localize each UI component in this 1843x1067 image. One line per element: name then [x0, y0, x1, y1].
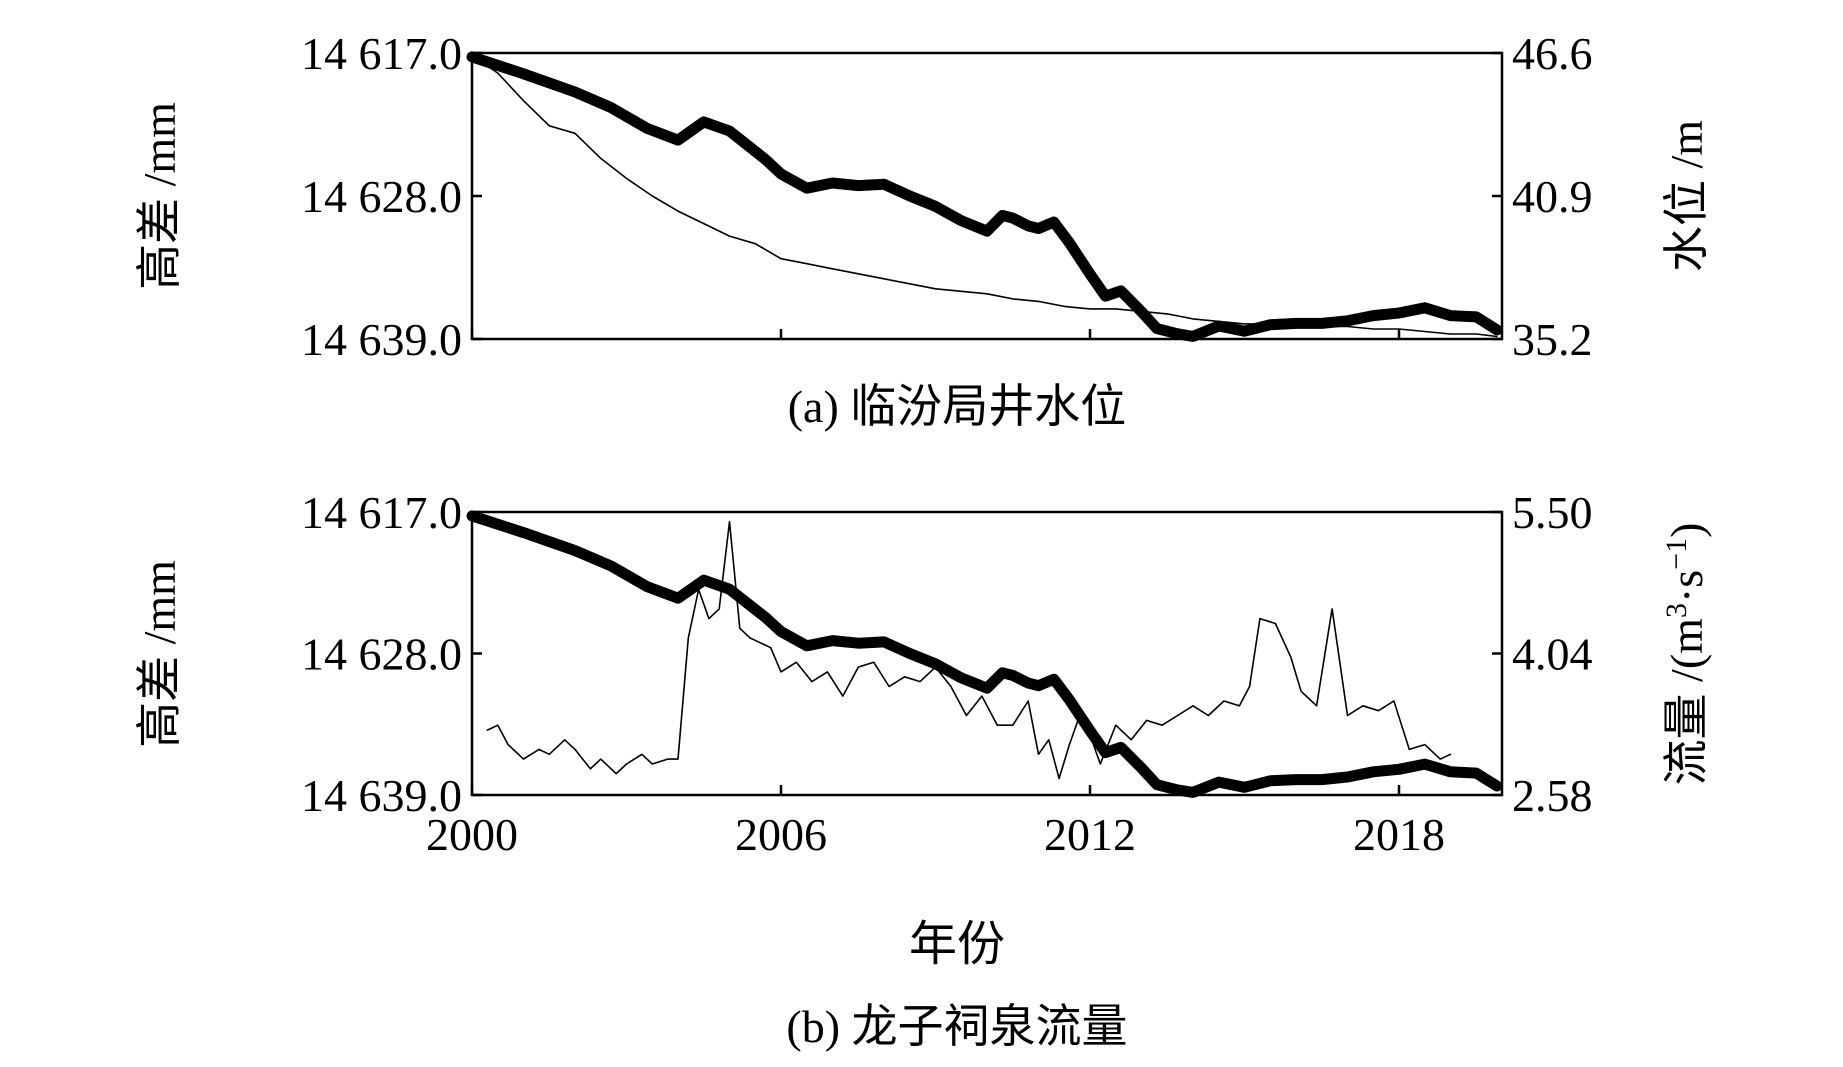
right-tick-label: 5.50: [1512, 487, 1593, 538]
caption-b: (b) 龙子祠泉流量: [786, 1001, 1127, 1052]
y-axis-label-left-b: 高差 /mm: [134, 560, 185, 748]
x-ticks-a: [470, 329, 1401, 339]
x-tick-label: 2000: [426, 809, 518, 860]
x-tick-label: 2012: [1044, 809, 1136, 860]
left-ticks-b: 14 617.0 14 628.0 14 639.0: [301, 487, 482, 821]
right-tick-label: 4.04: [1512, 629, 1593, 680]
x-ticks-b: 2000 2006 2012 2018: [426, 785, 1445, 860]
flow-label-main: 流量 /(m: [1661, 618, 1712, 786]
y-axis-label-right-a: 水位 /m: [1661, 120, 1712, 272]
series-group-b: [466, 510, 1503, 798]
left-ticks-a: 14 617.0 14 628.0 14 639.0: [301, 28, 482, 365]
right-tick-label: 46.6: [1512, 28, 1593, 79]
flow-label-end: ): [1661, 523, 1712, 538]
right-ticks-b: 5.50 4.04 2.58: [1492, 487, 1593, 821]
left-tick-label: 14 617.0: [301, 487, 462, 538]
right-tick-label: 35.2: [1512, 314, 1593, 365]
x-tick-label: 2018: [1353, 809, 1445, 860]
panel-b: 14 617.0 14 628.0 14 639.0 5.50 4.04 2.58 20…: [134, 487, 1712, 1052]
series-line-b-height-difference: [466, 510, 1503, 798]
left-tick-label: 14 628.0: [301, 629, 462, 680]
left-tick-label: 14 639.0: [301, 314, 462, 365]
series-line-a-water-level: [471, 54, 1498, 338]
right-tick-label: 2.58: [1512, 770, 1593, 821]
x-axis-label: 年份: [909, 918, 1005, 971]
y-axis-label-left-a: 高差 /mm: [134, 102, 185, 290]
left-tick-label: 14 628.0: [301, 171, 462, 222]
y-axis-label-right-b: 流量 /(m3·s−1): [1660, 523, 1713, 786]
panel-a: 14 617.0 14 628.0 14 639.0 46.6 40.9 35.2 高差…: [134, 28, 1712, 432]
series-line-a-height-difference: [466, 51, 1503, 342]
flow-label-mid: ·s: [1661, 570, 1712, 603]
right-tick-label: 40.9: [1512, 171, 1593, 222]
left-tick-label: 14 617.0: [301, 28, 462, 79]
flow-label-sup1: 3: [1660, 603, 1693, 618]
caption-a: (a) 临汾局井水位: [788, 381, 1127, 432]
left-tick-label: 14 639.0: [301, 770, 462, 821]
right-ticks-a: 46.6 40.9 35.2: [1492, 28, 1593, 365]
series-group-a: [466, 51, 1503, 342]
flow-label-sup2: −1: [1660, 538, 1693, 570]
series-line-b-spring-flow: [486, 520, 1452, 780]
plot-frame-a: [470, 51, 1504, 341]
plot-frame-b: [470, 510, 1504, 797]
x-tick-label: 2006: [735, 809, 827, 860]
